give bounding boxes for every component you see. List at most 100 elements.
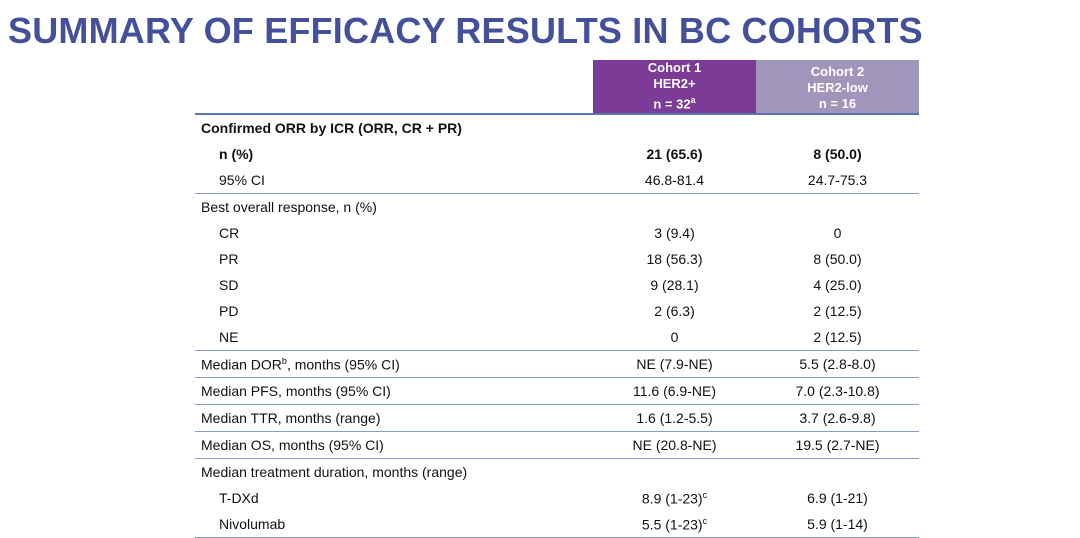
label-text: CR	[219, 225, 240, 242]
label-text: Median PFS, months (95% CI)	[201, 383, 391, 400]
value-text: 5.5 (1-23)	[641, 516, 703, 533]
column-header: Cohort 1 HER2+ n = 32a	[593, 60, 756, 116]
value-text: 11.6 (6.9-NE)	[633, 383, 716, 400]
value-cell: 18 (56.3)	[593, 246, 756, 272]
value-text: 8 (50.0)	[813, 251, 862, 268]
value-cell: 24.7-75.3	[756, 167, 919, 195]
value-cell: 0	[593, 324, 756, 352]
value-text: 6.9 (1-21)	[807, 490, 868, 507]
section-row: Confirmed ORR by ICR (ORR, CR + PR)	[195, 114, 919, 141]
empty-cell	[593, 194, 756, 221]
empty-cell	[593, 114, 756, 141]
value-cell: 8.9 (1-23)c	[593, 485, 756, 511]
footnote-mark: a	[690, 95, 696, 105]
value-text: NE (7.9-NE)	[636, 356, 713, 373]
label-text: PD	[219, 303, 239, 320]
section-label: Median TTR, months (range)	[195, 404, 593, 433]
header-line: Cohort 2	[810, 64, 865, 80]
value-text: 19.5 (2.7-NE)	[795, 437, 880, 454]
value-cell: 9 (28.1)	[593, 272, 756, 298]
table-head: Cohort 1 HER2+ n = 32a Cohort 2 HER2-low n = …	[195, 60, 919, 116]
section-row: Median DORb, months (95% CI) NE (7.9-NE) 5…	[195, 350, 919, 379]
value-text: 1.6 (1.2-5.5)	[636, 410, 713, 427]
value-text: 7.0 (2.3-10.8)	[795, 383, 880, 400]
section-label: Median treatment duration, months (range…	[195, 459, 593, 486]
row-label: Nivolumab	[195, 511, 593, 538]
label-text: Median treatment duration, months (range…	[201, 464, 468, 481]
row-label: T-DXd	[195, 485, 593, 511]
row-label: SD	[195, 272, 593, 298]
value-text: 8 (50.0)	[813, 146, 862, 163]
label-text: Median TTR, months (range)	[201, 410, 381, 427]
value-cell: 5.5 (2.8-8.0)	[756, 350, 919, 379]
data-row: PR 18 (56.3) 8 (50.0)	[195, 246, 919, 272]
empty-cell	[756, 194, 919, 221]
section-label: Confirmed ORR by ICR (ORR, CR + PR)	[195, 114, 593, 141]
value-text: 2 (6.3)	[654, 303, 695, 320]
value-cell: 7.0 (2.3-10.8)	[756, 377, 919, 406]
value-cell: 3 (9.4)	[593, 220, 756, 246]
section-row: Best overall response, n (%)	[195, 194, 919, 221]
value-text: 18 (56.3)	[646, 251, 703, 268]
section-label: Median DORb, months (95% CI)	[195, 350, 593, 379]
data-row: n (%) 21 (65.6) 8 (50.0)	[195, 141, 919, 167]
section-label: Median PFS, months (95% CI)	[195, 377, 593, 406]
slide-title: SUMMARY OF EFFICACY RESULTS IN BC COHORT…	[8, 10, 923, 51]
label-text: , months (95% CI)	[286, 356, 400, 373]
header-line: Cohort 1	[647, 60, 702, 75]
table-section: Median TTR, months (range) 1.6 (1.2-5.5) 3…	[195, 404, 919, 433]
value-text: 9 (28.1)	[650, 277, 699, 294]
value-cell: 8 (50.0)	[756, 246, 919, 272]
blank-cell	[195, 60, 593, 116]
footnote-mark: c	[702, 516, 708, 526]
value-cell: 5.9 (1-14)	[756, 511, 919, 538]
table-section: Median OS, months (95% CI) NE (20.8-NE) 19…	[195, 431, 919, 460]
value-text: 2 (12.5)	[813, 303, 862, 320]
label-text: Median OS, months (95% CI)	[201, 437, 384, 454]
value-text: 8.9 (1-23)	[641, 490, 703, 507]
section-row: Median treatment duration, months (range…	[195, 459, 919, 486]
value-text: 5.5 (2.8-8.0)	[799, 356, 876, 373]
value-cell: 1.6 (1.2-5.5)	[593, 404, 756, 433]
efficacy-table: Cohort 1 HER2+ n = 32a Cohort 2 HER2-low n = …	[195, 60, 919, 538]
value-cell: 11.6 (6.9-NE)	[593, 377, 756, 406]
value-text: 24.7-75.3	[807, 172, 868, 189]
label-text: 95% CI	[219, 172, 265, 189]
data-row: Nivolumab 5.5 (1-23)c 5.9 (1-14)	[195, 511, 919, 538]
row-label: PD	[195, 298, 593, 324]
row-label: 95% CI	[195, 167, 593, 195]
row-label: CR	[195, 220, 593, 246]
header-line: n = 16	[818, 96, 857, 112]
label-text: SD	[219, 277, 239, 294]
header-line: HER2+	[653, 76, 696, 91]
value-text: 21 (65.6)	[646, 146, 703, 163]
table-section: Median DORb, months (95% CI) NE (7.9-NE) 5…	[195, 350, 919, 379]
empty-cell	[756, 459, 919, 486]
data-row: CR 3 (9.4) 0	[195, 220, 919, 246]
value-cell: 3.7 (2.6-9.8)	[756, 404, 919, 433]
section-label: Best overall response, n (%)	[195, 194, 593, 221]
label-text: NE	[219, 329, 239, 346]
data-row: NE 0 2 (12.5)	[195, 324, 919, 352]
data-row: T-DXd 8.9 (1-23)c 6.9 (1-21)	[195, 485, 919, 511]
label-text: PR	[219, 251, 239, 268]
value-text: 3 (9.4)	[654, 225, 695, 242]
section-label: Median OS, months (95% CI)	[195, 431, 593, 460]
value-cell: 4 (25.0)	[756, 272, 919, 298]
data-row: 95% CI 46.8-81.4 24.7-75.3	[195, 167, 919, 195]
header-line: HER2-low	[807, 80, 868, 96]
label-text: Best overall response, n (%)	[201, 199, 377, 216]
row-label: n (%)	[195, 141, 593, 167]
value-cell: 0	[756, 220, 919, 246]
label-text: Median DOR	[201, 356, 282, 373]
value-cell: 5.5 (1-23)c	[593, 511, 756, 538]
row-label: PR	[195, 246, 593, 272]
label-text: n (%)	[219, 146, 254, 163]
value-cell: 2 (6.3)	[593, 298, 756, 324]
value-cell: 46.8-81.4	[593, 167, 756, 195]
column-header: Cohort 2 HER2-low n = 16	[756, 60, 919, 116]
value-cell: 8 (50.0)	[756, 141, 919, 167]
section-row: Median TTR, months (range) 1.6 (1.2-5.5) 3…	[195, 404, 919, 433]
table-section: Median PFS, months (95% CI) 11.6 (6.9-NE)…	[195, 377, 919, 406]
